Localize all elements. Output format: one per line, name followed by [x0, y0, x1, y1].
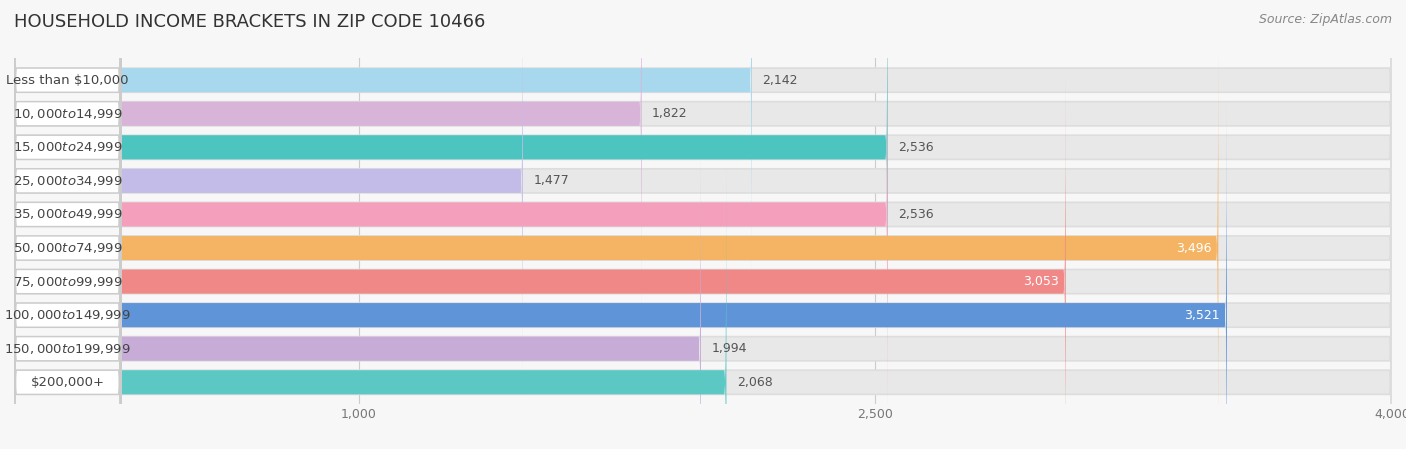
FancyBboxPatch shape	[14, 135, 1392, 449]
FancyBboxPatch shape	[14, 0, 1392, 394]
Text: 3,496: 3,496	[1175, 242, 1212, 255]
FancyBboxPatch shape	[14, 0, 1392, 327]
Text: 2,536: 2,536	[898, 208, 934, 221]
FancyBboxPatch shape	[14, 0, 121, 394]
Text: $75,000 to $99,999: $75,000 to $99,999	[13, 275, 122, 289]
Text: Source: ZipAtlas.com: Source: ZipAtlas.com	[1258, 13, 1392, 26]
Text: 2,068: 2,068	[737, 376, 772, 389]
FancyBboxPatch shape	[14, 0, 752, 294]
Text: 1,994: 1,994	[711, 342, 747, 355]
FancyBboxPatch shape	[14, 135, 702, 449]
FancyBboxPatch shape	[14, 101, 1392, 449]
FancyBboxPatch shape	[14, 0, 523, 394]
Text: Less than $10,000: Less than $10,000	[6, 74, 129, 87]
FancyBboxPatch shape	[14, 0, 121, 294]
Text: 1,822: 1,822	[652, 107, 688, 120]
FancyBboxPatch shape	[14, 0, 1392, 294]
FancyBboxPatch shape	[14, 135, 121, 449]
FancyBboxPatch shape	[14, 0, 121, 361]
Text: $10,000 to $14,999: $10,000 to $14,999	[13, 107, 122, 121]
FancyBboxPatch shape	[14, 101, 1227, 449]
Text: 1,477: 1,477	[533, 174, 569, 187]
FancyBboxPatch shape	[14, 0, 121, 327]
Text: 3,053: 3,053	[1024, 275, 1059, 288]
FancyBboxPatch shape	[14, 1, 887, 428]
FancyBboxPatch shape	[14, 1, 1392, 428]
FancyBboxPatch shape	[14, 68, 1066, 449]
FancyBboxPatch shape	[14, 68, 121, 449]
Text: 2,536: 2,536	[898, 141, 934, 154]
Text: $35,000 to $49,999: $35,000 to $49,999	[13, 207, 122, 221]
Text: $100,000 to $149,999: $100,000 to $149,999	[4, 308, 131, 322]
Text: $150,000 to $199,999: $150,000 to $199,999	[4, 342, 131, 356]
Text: $15,000 to $24,999: $15,000 to $24,999	[13, 141, 122, 154]
FancyBboxPatch shape	[14, 169, 727, 449]
Text: $50,000 to $74,999: $50,000 to $74,999	[13, 241, 122, 255]
FancyBboxPatch shape	[14, 169, 121, 449]
FancyBboxPatch shape	[14, 35, 1392, 449]
FancyBboxPatch shape	[14, 35, 1219, 449]
FancyBboxPatch shape	[14, 0, 641, 327]
Text: $200,000+: $200,000+	[31, 376, 104, 389]
FancyBboxPatch shape	[14, 0, 887, 361]
Text: HOUSEHOLD INCOME BRACKETS IN ZIP CODE 10466: HOUSEHOLD INCOME BRACKETS IN ZIP CODE 10…	[14, 13, 485, 31]
FancyBboxPatch shape	[14, 169, 1392, 449]
FancyBboxPatch shape	[14, 0, 1392, 361]
FancyBboxPatch shape	[14, 1, 121, 428]
Text: $25,000 to $34,999: $25,000 to $34,999	[13, 174, 122, 188]
Text: 3,521: 3,521	[1184, 308, 1220, 321]
FancyBboxPatch shape	[14, 68, 1392, 449]
FancyBboxPatch shape	[14, 35, 121, 449]
Text: 2,142: 2,142	[762, 74, 797, 87]
FancyBboxPatch shape	[14, 101, 121, 449]
